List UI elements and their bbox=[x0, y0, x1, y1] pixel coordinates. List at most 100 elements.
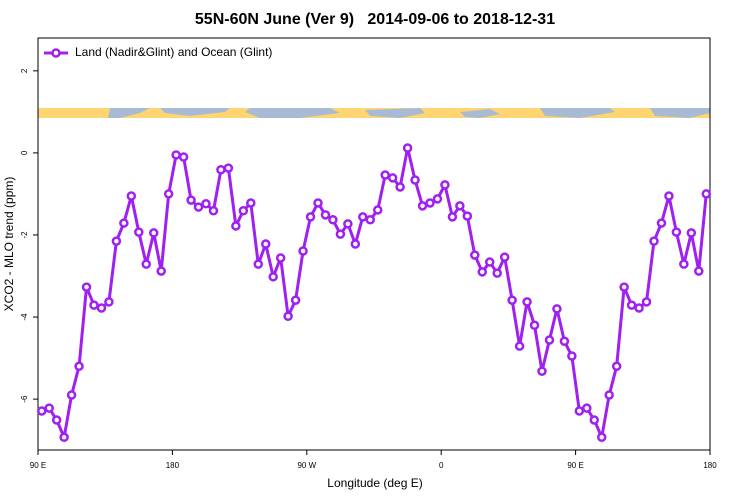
data-point bbox=[626, 300, 637, 310]
data-point bbox=[589, 415, 600, 425]
data-point bbox=[171, 150, 181, 160]
data-point bbox=[193, 202, 204, 212]
data-point bbox=[320, 210, 331, 220]
data-point bbox=[350, 239, 361, 249]
data-point bbox=[216, 164, 226, 175]
data-point bbox=[656, 218, 667, 228]
data-point bbox=[664, 191, 674, 201]
data-point bbox=[470, 250, 480, 260]
data-point bbox=[596, 432, 607, 443]
data-point bbox=[178, 152, 189, 162]
data-point bbox=[260, 239, 271, 249]
data-point bbox=[126, 191, 137, 201]
data-point bbox=[59, 432, 69, 443]
data-point bbox=[582, 403, 592, 413]
data-point bbox=[111, 236, 122, 246]
data-point bbox=[499, 252, 510, 262]
data-point bbox=[358, 212, 368, 222]
data-point bbox=[537, 366, 547, 376]
data-point bbox=[619, 282, 629, 292]
data-point bbox=[402, 143, 413, 153]
data-point bbox=[44, 403, 54, 413]
data-point bbox=[462, 211, 473, 221]
data-point bbox=[380, 170, 390, 180]
x-axis-label: Longitude (deg E) bbox=[327, 476, 422, 490]
data-point bbox=[694, 266, 704, 276]
data-point bbox=[223, 163, 234, 173]
data-point bbox=[649, 236, 659, 246]
data-point bbox=[51, 415, 62, 425]
data-point bbox=[440, 180, 450, 190]
y-tick-label: -6 bbox=[20, 395, 29, 403]
data-point bbox=[410, 175, 420, 185]
x-tick-label: 90 E bbox=[567, 461, 583, 470]
data-point bbox=[701, 189, 712, 199]
data-point bbox=[559, 336, 570, 347]
data-point bbox=[81, 282, 92, 292]
data-point bbox=[604, 390, 614, 400]
data-point bbox=[186, 195, 196, 205]
data-point bbox=[387, 173, 398, 183]
data-point bbox=[36, 406, 47, 416]
x-tick-label: 0 bbox=[439, 461, 444, 470]
data-point bbox=[156, 266, 166, 276]
data-point bbox=[74, 361, 84, 372]
data-point bbox=[238, 206, 249, 216]
legend-label: Land (Nadir&Glint) and Ocean (Glint) bbox=[75, 45, 272, 59]
data-point bbox=[66, 390, 77, 400]
data-point bbox=[141, 259, 152, 269]
data-point bbox=[611, 361, 622, 372]
data-point bbox=[432, 194, 443, 204]
data-point bbox=[134, 227, 144, 237]
data-point bbox=[313, 198, 323, 208]
legend-marker bbox=[51, 48, 61, 58]
data-point bbox=[343, 219, 353, 229]
x-tick-label: 90 E bbox=[30, 461, 46, 470]
data-point bbox=[365, 215, 376, 225]
data-point bbox=[335, 229, 346, 239]
chart-title: 55N-60N June (Ver 9) 2014-09-06 to 2018-… bbox=[195, 11, 555, 28]
y-tick-label: -4 bbox=[20, 313, 29, 321]
data-point bbox=[529, 320, 540, 331]
data-point bbox=[89, 300, 99, 310]
data-point bbox=[290, 295, 301, 305]
data-point bbox=[507, 295, 517, 305]
data-point bbox=[372, 205, 383, 215]
data-point bbox=[544, 335, 555, 345]
data-point bbox=[522, 297, 532, 307]
data-point bbox=[253, 259, 264, 269]
data-point bbox=[514, 341, 525, 351]
data-point bbox=[395, 182, 405, 192]
data-point bbox=[328, 215, 338, 225]
data-point bbox=[425, 198, 435, 208]
map-band bbox=[38, 108, 710, 118]
y-tick-label: 0 bbox=[20, 150, 29, 155]
data-point bbox=[275, 253, 286, 263]
plot-frame bbox=[37, 37, 711, 451]
data-point bbox=[283, 311, 293, 321]
data-point bbox=[455, 201, 465, 211]
data-point bbox=[679, 259, 689, 269]
data-point bbox=[246, 198, 256, 208]
x-tick-label: 90 W bbox=[297, 461, 316, 470]
data-point bbox=[447, 212, 458, 222]
data-point bbox=[641, 297, 652, 307]
data-point bbox=[686, 228, 697, 238]
data-point bbox=[208, 206, 219, 216]
data-point bbox=[671, 227, 682, 237]
data-point bbox=[552, 304, 562, 314]
y-tick-label: 2 bbox=[20, 68, 29, 73]
data-point bbox=[298, 246, 308, 256]
data-point bbox=[148, 228, 159, 238]
data-point bbox=[231, 221, 241, 231]
data-point bbox=[492, 268, 502, 278]
x-tick-label: 180 bbox=[703, 461, 717, 470]
y-axis-label: XCO2 - MLO trend (ppm) bbox=[2, 177, 16, 312]
y-tick-label: -2 bbox=[20, 231, 29, 239]
data-point bbox=[104, 297, 114, 307]
data-point bbox=[574, 406, 585, 416]
data-point bbox=[477, 267, 488, 277]
data-point bbox=[567, 351, 577, 361]
x-tick-label: 180 bbox=[166, 461, 180, 470]
